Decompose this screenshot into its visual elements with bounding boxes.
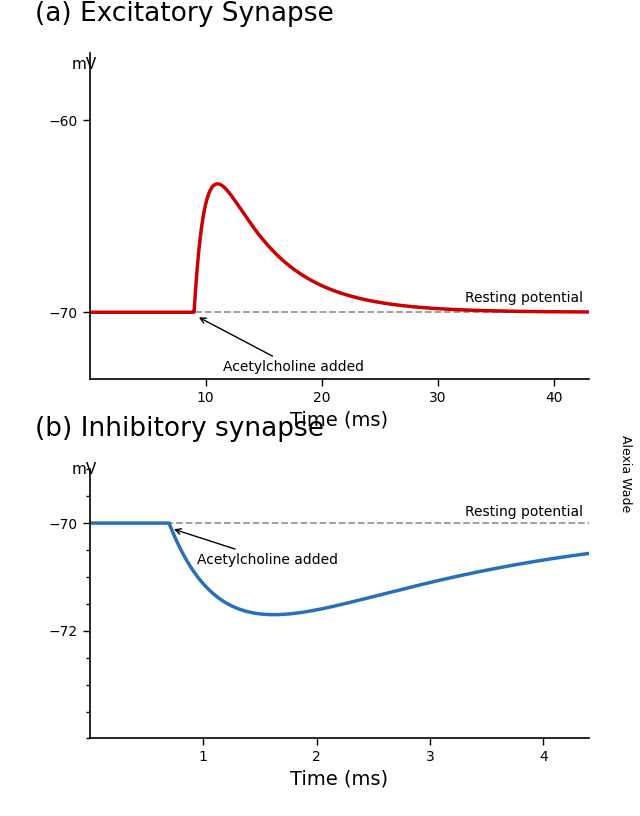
Text: Acetylcholine added: Acetylcholine added — [175, 529, 339, 566]
Text: mV: mV — [72, 463, 97, 477]
Text: (a) Excitatory Synapse: (a) Excitatory Synapse — [35, 1, 333, 27]
X-axis label: Time (ms): Time (ms) — [290, 769, 388, 789]
Text: mV: mV — [71, 57, 97, 73]
Text: Acetylcholine added: Acetylcholine added — [200, 318, 364, 375]
Text: Alexia Wade: Alexia Wade — [620, 435, 632, 512]
X-axis label: Time (ms): Time (ms) — [290, 410, 388, 430]
Text: Resting potential: Resting potential — [465, 290, 583, 304]
Text: Resting potential: Resting potential — [465, 505, 583, 519]
Text: (b) Inhibitory synapse: (b) Inhibitory synapse — [35, 416, 324, 442]
